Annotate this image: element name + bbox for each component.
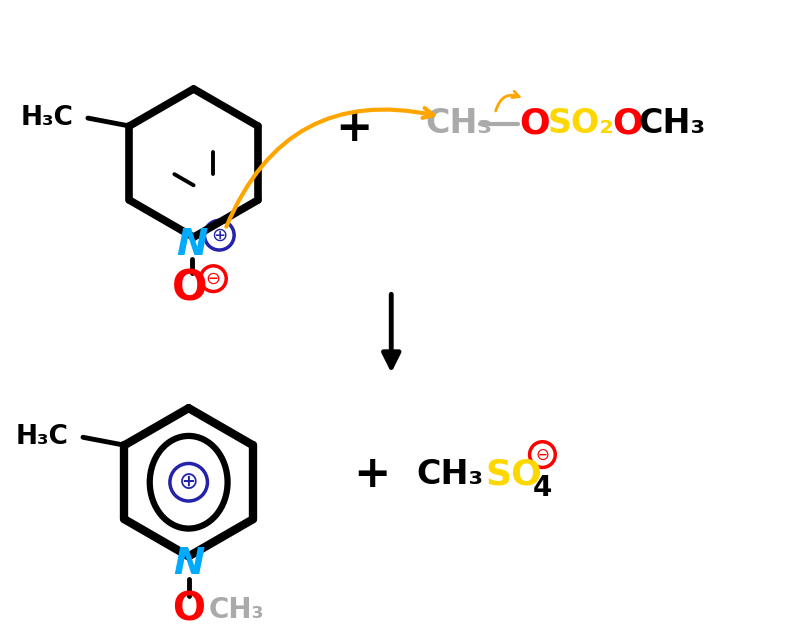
- Text: ⊕: ⊕: [211, 226, 228, 245]
- Text: +: +: [353, 453, 390, 496]
- Text: 4: 4: [533, 474, 552, 502]
- Text: N: N: [176, 227, 207, 263]
- Text: CH₃: CH₃: [638, 107, 706, 140]
- Text: +: +: [335, 107, 373, 150]
- Text: N: N: [173, 546, 205, 582]
- Text: O: O: [172, 591, 205, 629]
- Text: CH₃: CH₃: [209, 596, 264, 624]
- Text: O: O: [519, 107, 550, 140]
- Text: SO: SO: [485, 458, 542, 491]
- Text: O: O: [172, 267, 208, 310]
- Text: ⊕: ⊕: [178, 470, 198, 494]
- Text: ⊖: ⊖: [206, 270, 221, 288]
- Text: H₃C: H₃C: [15, 424, 68, 450]
- Text: H₃C: H₃C: [20, 105, 73, 131]
- Text: CH₃: CH₃: [426, 107, 493, 140]
- Text: SO₂: SO₂: [547, 107, 615, 140]
- Text: ⊖: ⊖: [535, 446, 550, 464]
- Text: O: O: [613, 107, 643, 140]
- Text: CH₃: CH₃: [416, 458, 483, 491]
